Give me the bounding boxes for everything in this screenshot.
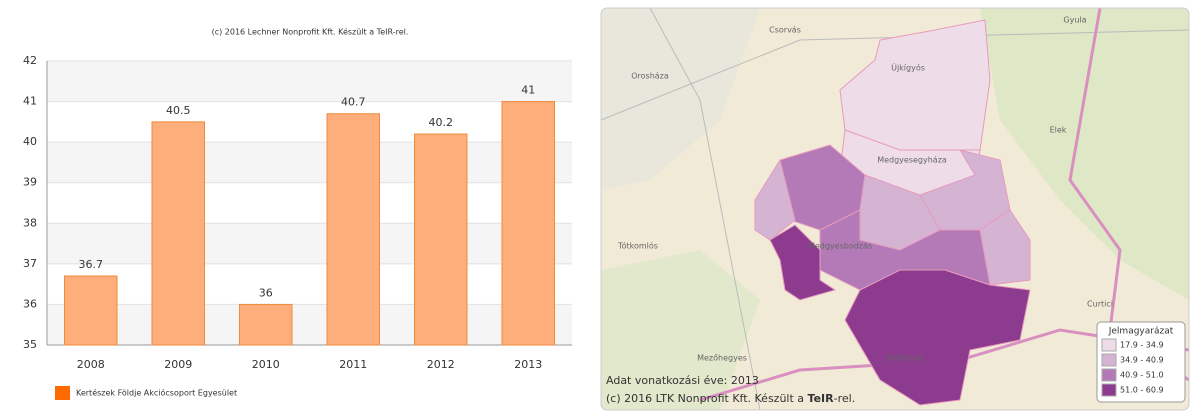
bar [151, 121, 205, 346]
place-label: Medgyesegyháza [877, 156, 947, 165]
land [601, 250, 760, 410]
bar [326, 113, 380, 346]
y-tick-label: 35 [23, 338, 37, 351]
legend-label: 34.9 - 40.9 [1120, 356, 1164, 365]
credit-part: -rel. [834, 392, 856, 405]
data-label: 40.2 [429, 116, 454, 129]
region [754, 158, 796, 241]
legend-label: 40.9 - 51.0 [1120, 371, 1164, 380]
bar [64, 275, 118, 346]
legend-label: Kertészek Földje Akciócsoport Egyesület [76, 388, 237, 398]
data-label: 36.7 [79, 258, 104, 271]
region [844, 269, 1031, 406]
data-label: 41 [521, 84, 535, 97]
map-legend [1096, 321, 1186, 403]
data-label: 36 [259, 286, 273, 299]
map-frame [600, 7, 1190, 411]
road [601, 29, 1189, 121]
x-tick-label: 2009 [164, 358, 192, 371]
x-tick-label: 2010 [252, 358, 280, 371]
bar [239, 303, 293, 346]
map: Csorvás Gyula Újkígyós Orosháza Elek Medgyese… [601, 8, 1189, 410]
legend-label: 51.0 - 60.9 [1120, 386, 1164, 395]
grid-band [47, 142, 572, 183]
x-tick-label: 2012 [427, 358, 455, 371]
y-tick-label: 42 [23, 54, 37, 67]
y-tick-label: 38 [23, 216, 37, 229]
place-label: Tótkomlós [617, 241, 658, 251]
place-label: Orosháza [631, 72, 669, 81]
place-label: Medgyesbodzás [808, 242, 872, 251]
place-label: Csorvás [769, 26, 801, 35]
region [769, 224, 837, 301]
credit: (c) 2016 LTK Nonprofit Kft. Készült a Te… [606, 392, 855, 405]
bar [501, 101, 555, 346]
land [601, 8, 760, 190]
y-tick-label: 36 [23, 297, 37, 310]
y-tick-label: 40 [23, 135, 37, 148]
chart-title: (c) 2016 Lechner Nonprofit Kft. Készült … [212, 27, 409, 37]
data-label: 40.7 [341, 96, 366, 109]
y-tick-label: 37 [23, 257, 37, 270]
grid-band [47, 223, 572, 264]
credit-part: TeIR [808, 392, 835, 405]
x-tick-label: 2013 [514, 358, 542, 371]
legend-swatch [1101, 353, 1117, 367]
legend-swatch [55, 386, 70, 400]
region [979, 209, 1031, 286]
legend-swatch [1101, 338, 1117, 352]
data-label: 40.5 [166, 104, 191, 117]
bar [414, 133, 468, 346]
legend-title: Jelmagyarázat [1108, 327, 1174, 337]
credit-part: (c) 2016 LTK Nonprofit Kft. Készült a [606, 392, 808, 405]
year-note: Adat vonatkozási éve: 2013 [606, 374, 759, 387]
road [649, 8, 761, 410]
chart: 35 36 37 38 39 40 41 42 2008 36.7 2009 40.5 2010 36 20… [23, 54, 572, 400]
place-label: Újkígyós [891, 62, 925, 73]
place-label: Curtici [1087, 300, 1113, 309]
region [819, 209, 991, 291]
y-tick-label: 41 [23, 95, 37, 108]
place-label: Elek [1050, 126, 1067, 135]
legend-label: 17.9 - 34.9 [1120, 341, 1164, 350]
x-tick-label: 2011 [339, 358, 367, 371]
land [980, 8, 1189, 300]
legend-swatch [1101, 368, 1117, 382]
place-label: Gyula [1063, 16, 1086, 25]
grid-band [47, 61, 572, 102]
grid-band [47, 304, 572, 345]
place-label: Battonya [887, 354, 923, 363]
x-tick-label: 2008 [77, 358, 105, 371]
legend-swatch [1101, 383, 1117, 397]
place-label: Mezőhegyes [697, 354, 747, 363]
y-tick-label: 39 [23, 176, 37, 189]
